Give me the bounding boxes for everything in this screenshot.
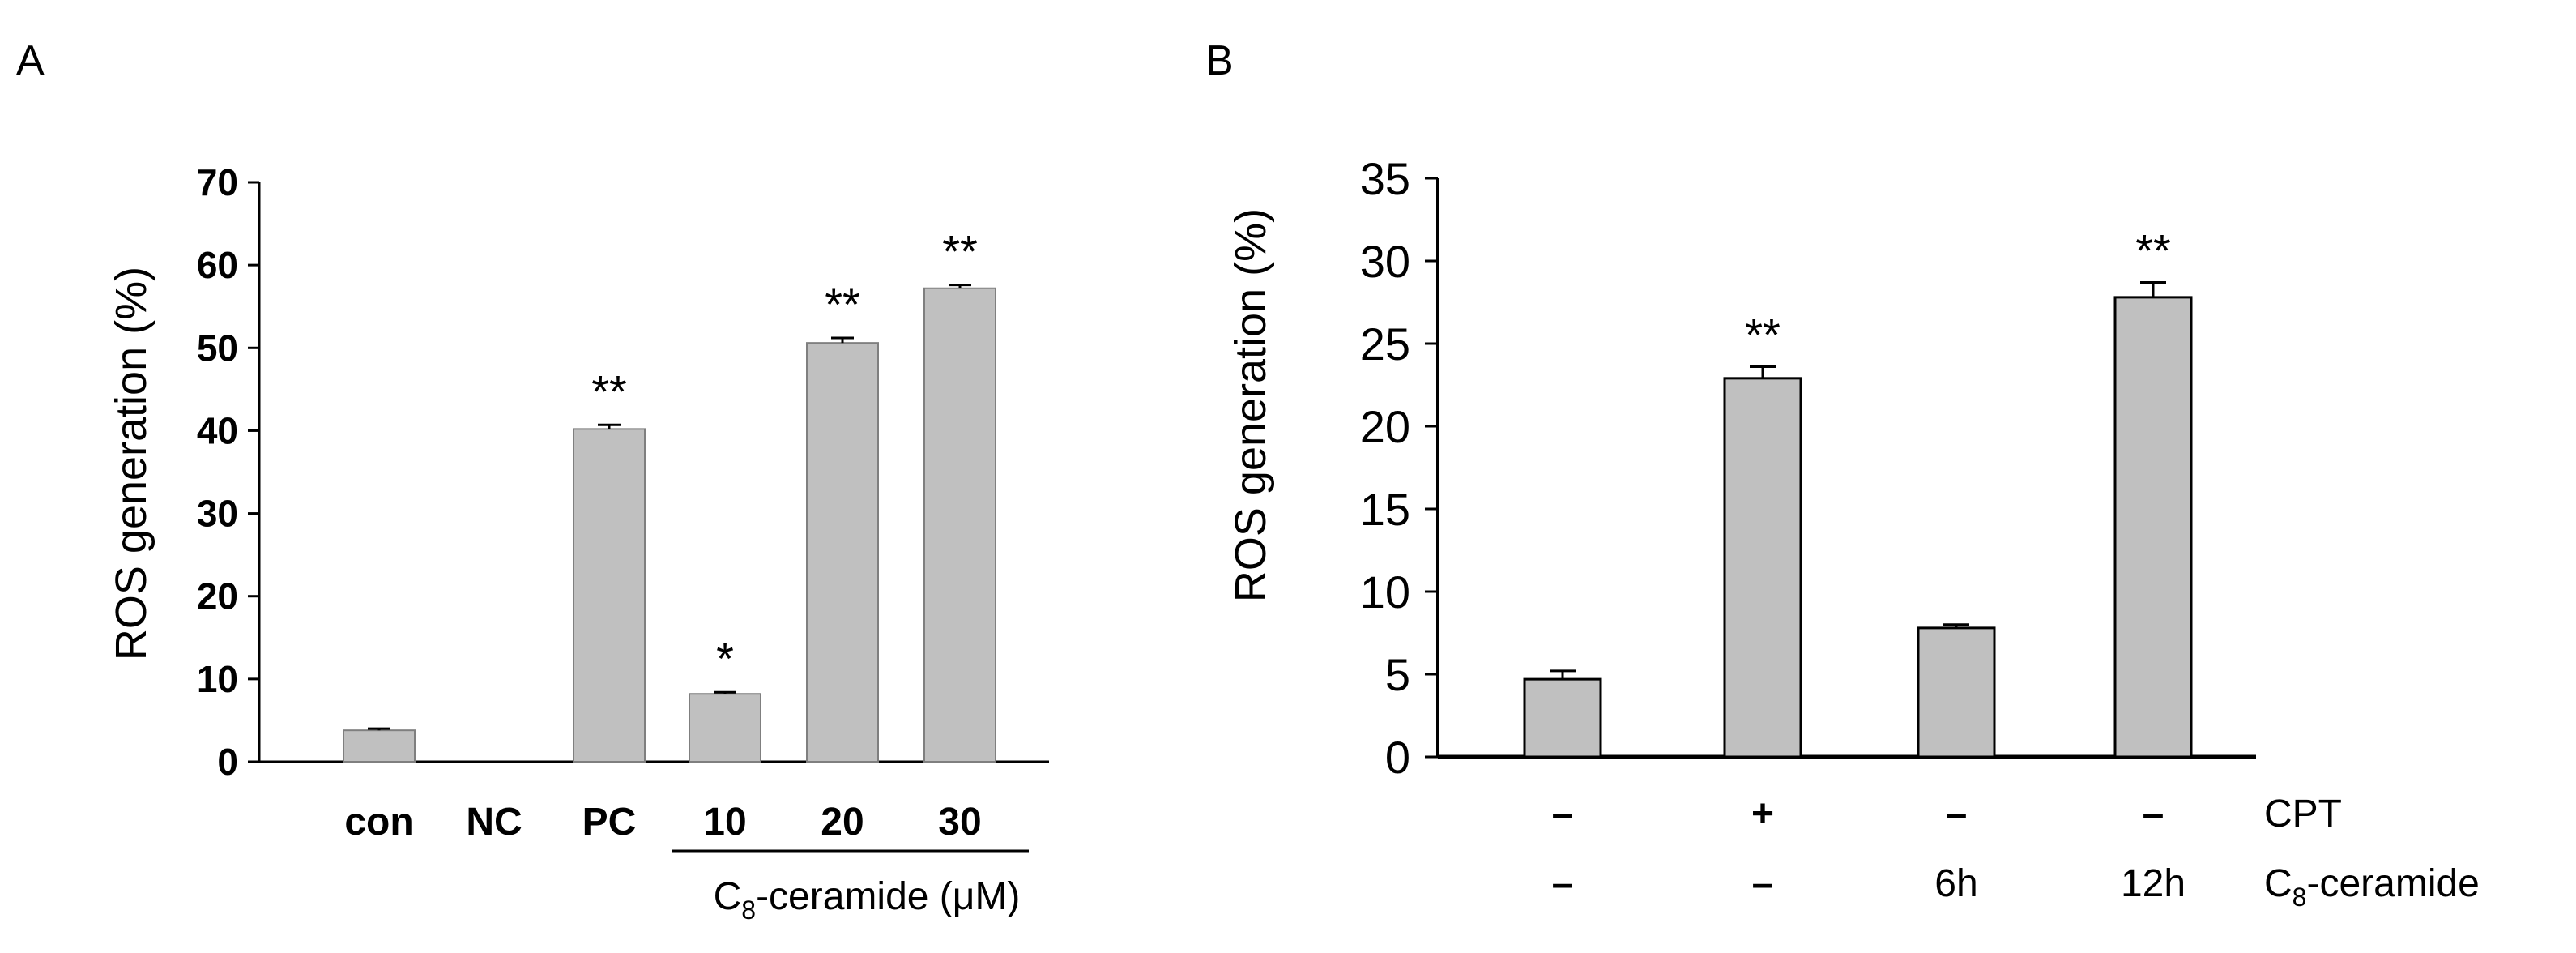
panel-a-bar xyxy=(806,342,879,763)
panel-a-y-tick-label: 30 xyxy=(197,493,238,535)
panel-a-significance-marker: * xyxy=(716,633,734,684)
panel-a-significance-marker: ** xyxy=(591,365,627,417)
panel-b-condition-value: – xyxy=(1552,862,1574,905)
panel-a-y-tick-label: 20 xyxy=(197,575,238,618)
panel-a-x-tick-label: con xyxy=(344,801,413,844)
panel-a-y-axis-label: ROS generation (%) xyxy=(107,267,156,660)
panel-b-condition-value: – xyxy=(2143,793,2164,835)
panel-b-bar xyxy=(1917,626,1996,759)
panel-b-y-tick-label: 30 xyxy=(1360,236,1410,287)
panel-b-condition-value: + xyxy=(1751,793,1774,835)
panel-a-bar xyxy=(923,287,996,763)
panel-a-y-tick-label: 70 xyxy=(197,161,238,203)
panel-a-y-tick-label: 60 xyxy=(197,244,238,286)
panel-a-y-tick-label: 10 xyxy=(197,658,238,700)
panel-b-y-tick-label: 35 xyxy=(1360,153,1410,204)
panel-b-y-tick-label: 20 xyxy=(1360,401,1410,452)
panel-b-condition-row-label: C8-ceramide xyxy=(2264,862,2480,912)
panel-a-x-tick-label: 30 xyxy=(938,801,981,844)
panel-b-condition-value: – xyxy=(1946,793,1968,835)
panel-a-bar xyxy=(689,693,761,763)
panel-a-label: A xyxy=(16,37,45,84)
panel-b-chart: ROS generation (%) 0 5 10 15 20 25 30 35 ** ** –… xyxy=(1226,153,2480,912)
panel-b-y-tick-label: 5 xyxy=(1385,649,1410,700)
panel-a-y-tick-label: 0 xyxy=(217,741,238,783)
panel-b-bar xyxy=(1723,377,1802,759)
panel-b-y-tick-label: 10 xyxy=(1360,566,1410,618)
panel-a-group-label: C8-ceramide (μM) xyxy=(714,875,1021,925)
panel-b-condition-value: – xyxy=(1552,793,1574,835)
panel-b-significance-marker: ** xyxy=(1745,310,1781,361)
panel-b-y-tick-label: 0 xyxy=(1385,732,1410,783)
panel-a-x-tick-label: NC xyxy=(466,801,522,844)
panel-b-bar xyxy=(1523,677,1602,759)
panel-a-x-tick-label: PC xyxy=(582,801,637,844)
panel-a-bar xyxy=(343,729,416,763)
panel-b-bar xyxy=(2113,296,2193,759)
panel-b-condition-value: 12h xyxy=(2121,862,2186,905)
panel-a-x-tick-label: 10 xyxy=(703,801,746,844)
panel-b-y-tick-label: 15 xyxy=(1360,484,1410,535)
panel-b-condition-value: – xyxy=(1752,862,1774,905)
panel-a-y-tick-label: 40 xyxy=(197,409,238,451)
panel-b-y-tick-label: 25 xyxy=(1360,318,1410,370)
panel-b-label: B xyxy=(1205,37,1234,84)
panel-b-y-axis-label: ROS generation (%) xyxy=(1226,208,1275,602)
panel-b-condition-row-label: CPT xyxy=(2264,793,2342,835)
panel-a-significance-marker: ** xyxy=(942,226,978,277)
panel-a-x-tick-label: 20 xyxy=(821,801,864,844)
panel-b-significance-marker: ** xyxy=(2135,225,2171,276)
panel-a-bar xyxy=(573,428,646,763)
panel-a-significance-marker: ** xyxy=(825,279,860,330)
panel-a-y-tick-label: 50 xyxy=(197,327,238,369)
panel-b-condition-value: 6h xyxy=(1934,862,1977,905)
